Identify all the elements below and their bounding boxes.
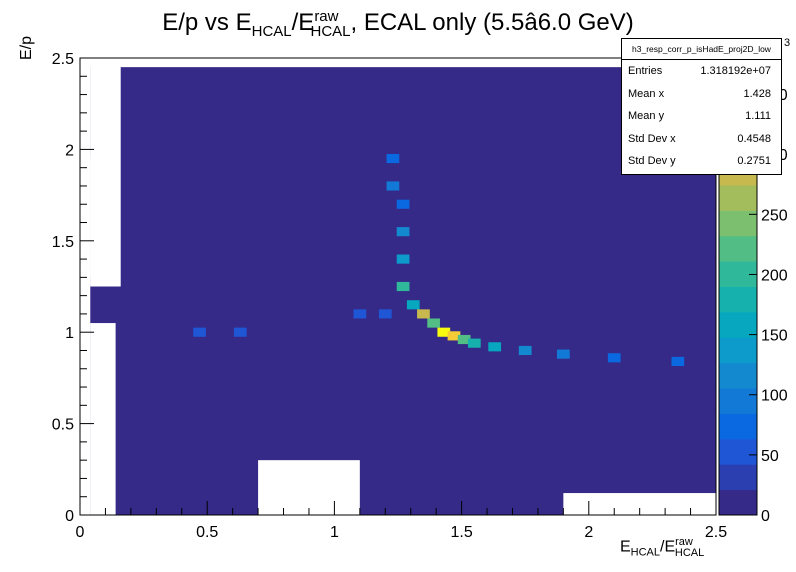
palette-swatch bbox=[719, 464, 757, 491]
heatmap-cell bbox=[457, 334, 471, 345]
y-axis-label: E/p bbox=[18, 35, 35, 60]
empty-region bbox=[80, 58, 91, 515]
palette-swatch bbox=[719, 438, 757, 465]
heatmap-cell bbox=[518, 345, 532, 356]
stats-histogram-name: h3_resp_corr_p_isHadE_proj2D_low bbox=[622, 39, 781, 60]
palette-tick-label: 100 bbox=[761, 388, 788, 405]
palette-swatch bbox=[719, 184, 757, 211]
x-tick-label: 1 bbox=[330, 524, 339, 541]
palette-tick-label: 200 bbox=[761, 267, 788, 284]
heatmap-cell bbox=[193, 327, 206, 337]
heatmap-cells bbox=[80, 58, 716, 515]
palette-swatch bbox=[719, 413, 757, 440]
palette-swatch bbox=[719, 311, 757, 338]
heatmap-cell bbox=[396, 227, 410, 237]
palette-tick-label: 250 bbox=[761, 207, 788, 224]
empty-region bbox=[90, 323, 116, 515]
palette-swatch bbox=[719, 337, 757, 364]
heatmap-cell bbox=[386, 153, 400, 164]
heatmap-cell bbox=[671, 356, 685, 367]
x-tick-label: 2 bbox=[584, 524, 593, 541]
heatmap-cell bbox=[427, 318, 440, 328]
stats-row: Mean y 1.111 bbox=[628, 110, 771, 122]
stats-box: h3_resp_corr_p_isHadE_proj2D_low Entries… bbox=[621, 38, 782, 175]
empty-region bbox=[258, 460, 360, 515]
heatmap-cell bbox=[447, 331, 461, 341]
heatmap-cell bbox=[417, 309, 430, 319]
x-tick-label: 2.5 bbox=[705, 524, 727, 541]
stats-row: Mean x 1.428 bbox=[628, 87, 771, 100]
axes-frame bbox=[79, 57, 717, 516]
plot-frame: 0 0.5 1 1.5 2 2.5 0 0.5 1 1.5 2 2.5 bbox=[52, 51, 727, 541]
empty-region bbox=[90, 158, 111, 278]
x-tick-label: 0 bbox=[76, 524, 85, 541]
heatmap-cell bbox=[386, 181, 400, 191]
y-tick-label: 2 bbox=[65, 142, 74, 159]
palette-swatch bbox=[719, 362, 757, 389]
y-tick-label: 1 bbox=[65, 325, 74, 342]
y-tick-label: 2.5 bbox=[52, 51, 74, 68]
heatmap-cell bbox=[488, 342, 502, 352]
y-tick-label: 1.5 bbox=[52, 234, 74, 251]
palette-swatch bbox=[719, 235, 757, 262]
heatmap-cell bbox=[396, 281, 410, 292]
heatmap-cell bbox=[396, 254, 410, 264]
stats-row: Std Dev y 0.2751 bbox=[628, 155, 771, 167]
heatmap-cell bbox=[467, 338, 481, 348]
palette-swatch bbox=[719, 489, 757, 516]
stats-row: Std Dev x 0.4548 bbox=[628, 132, 771, 145]
heatmap-cell bbox=[353, 309, 367, 319]
palette-tick-label: 50 bbox=[761, 448, 779, 465]
palette-swatch bbox=[719, 286, 757, 313]
chart-title: E/p vs EHCAL/ErawHCAL, ECAL only (5.5â6.… bbox=[162, 8, 634, 40]
heatmap-cell bbox=[406, 300, 420, 310]
stats-row: Entries 1.318192e+07 bbox=[628, 65, 771, 77]
heatmap-cell bbox=[233, 327, 247, 337]
heatmap-cell bbox=[557, 349, 570, 359]
heatmap-cell bbox=[607, 353, 621, 363]
heatmap-cell bbox=[437, 327, 451, 337]
palette-tick-label: 0 bbox=[761, 508, 770, 525]
palette-exponent: 3 bbox=[784, 37, 790, 49]
y-tick-label: 0.5 bbox=[52, 417, 74, 434]
y-tick-label: 0 bbox=[65, 508, 74, 525]
x-axis-label: EHCAL/ErawHCAL bbox=[620, 536, 705, 559]
x-tick-label: 0.5 bbox=[196, 524, 218, 541]
palette-swatch bbox=[719, 388, 757, 414]
heatmap-cell bbox=[396, 199, 410, 209]
palette-tick-label: 150 bbox=[761, 328, 788, 345]
heatmap-cell bbox=[378, 309, 392, 319]
x-tick-label: 1.5 bbox=[450, 524, 472, 541]
empty-region bbox=[563, 493, 716, 515]
